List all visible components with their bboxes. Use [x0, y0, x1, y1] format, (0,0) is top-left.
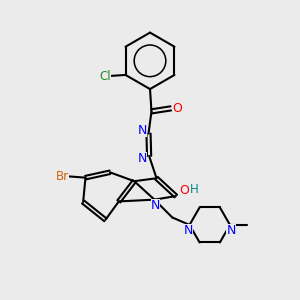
Text: N: N — [151, 199, 160, 212]
Text: N: N — [184, 224, 193, 237]
Text: Br: Br — [56, 170, 69, 183]
Text: N: N — [226, 224, 236, 237]
Text: N: N — [138, 152, 147, 165]
Text: Cl: Cl — [100, 70, 111, 83]
Text: N: N — [137, 124, 147, 137]
Text: H: H — [190, 183, 199, 196]
Text: O: O — [172, 102, 182, 115]
Text: O: O — [179, 184, 189, 196]
